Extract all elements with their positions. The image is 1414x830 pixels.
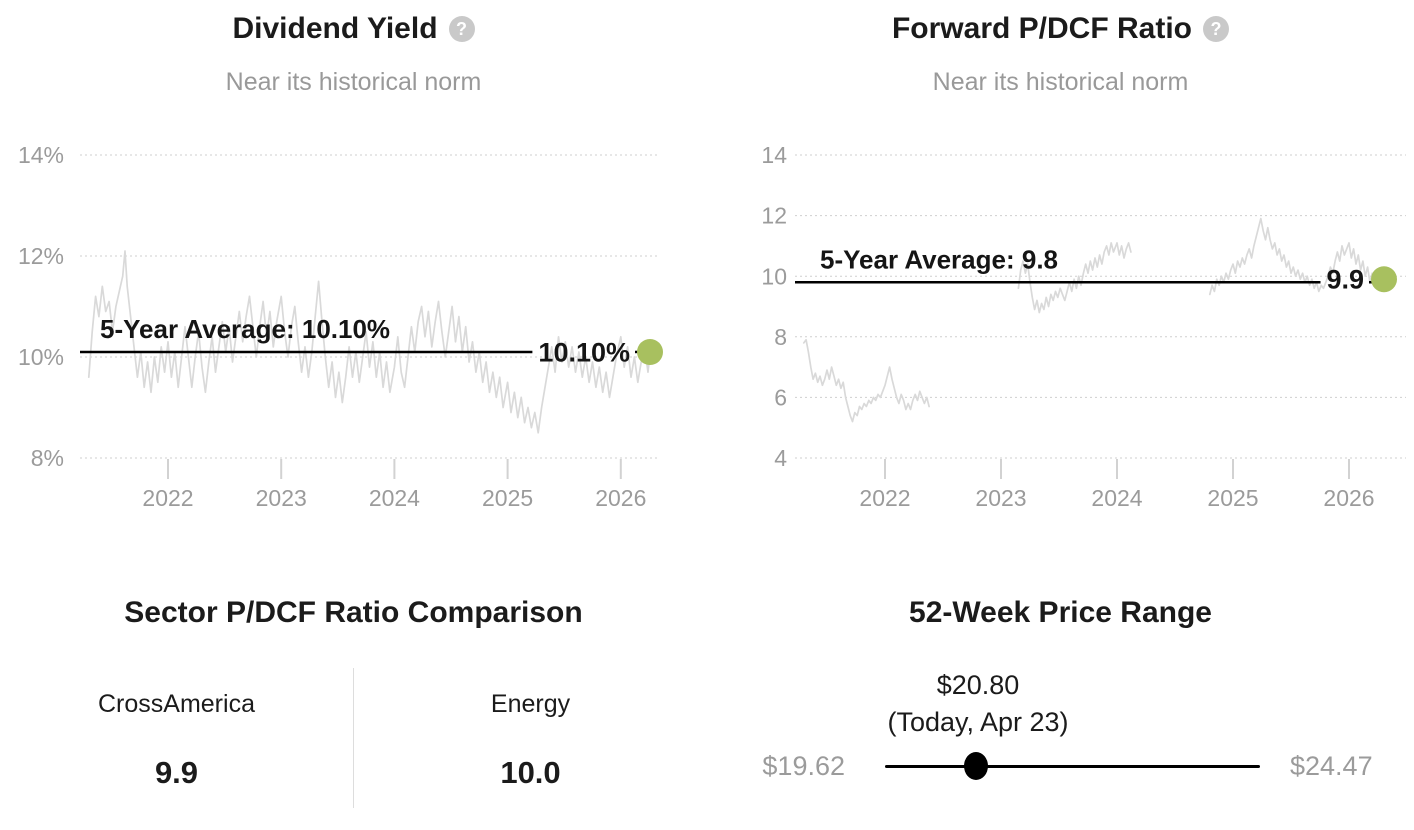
x-tick-label: 2025 bbox=[1207, 485, 1258, 511]
chart-title: Dividend Yield bbox=[232, 12, 438, 45]
x-tick-label: 2026 bbox=[595, 485, 646, 511]
sector-comparison-panel: Sector P/DCF Ratio Comparison CrossAmeri… bbox=[0, 560, 707, 830]
current-value-marker bbox=[1371, 266, 1397, 293]
x-tick-label: 2024 bbox=[369, 485, 420, 511]
dividend-yield-plot: 14% 12% 10% 8% 2022 2023 2024 2025 2026 10.10% 5-Y… bbox=[18, 142, 663, 511]
comparison-columns: CrossAmerica 9.9 Energy 10.0 bbox=[0, 668, 707, 808]
chart-subtitle: Near its historical norm bbox=[225, 68, 482, 96]
forward-pdcf-panel: Forward P/DCF Ratio ? Near its historica… bbox=[707, 0, 1414, 560]
y-tick-label: 10 bbox=[761, 263, 787, 289]
section-title: Sector P/DCF Ratio Comparison bbox=[124, 596, 583, 629]
x-tick-label: 2024 bbox=[1091, 485, 1142, 511]
current-value-marker bbox=[637, 339, 663, 365]
x-tick-label: 2025 bbox=[482, 485, 533, 511]
comparison-col-energy: Energy 10.0 bbox=[354, 668, 707, 808]
section-title: 52-Week Price Range bbox=[909, 596, 1212, 629]
series-line bbox=[1208, 217, 1385, 296]
price-range-track bbox=[885, 752, 1260, 780]
comparison-col-crossamerica: CrossAmerica 9.9 bbox=[0, 668, 353, 808]
series-line bbox=[1017, 242, 1132, 314]
series-line bbox=[802, 338, 930, 423]
comparison-label: CrossAmerica bbox=[98, 690, 255, 718]
x-tick-label: 2023 bbox=[256, 485, 307, 511]
price-range-panel: 52-Week Price Range $20.80 (Today, Apr 2… bbox=[707, 560, 1414, 830]
series-line bbox=[87, 250, 652, 434]
comparison-label: Energy bbox=[490, 690, 571, 718]
y-tick-label: 12% bbox=[18, 243, 64, 269]
y-tick-label: 4 bbox=[774, 445, 787, 471]
chart-header: Dividend Yield ? bbox=[0, 12, 707, 46]
chart-subtitle: Near its historical norm bbox=[932, 68, 1189, 96]
current-price-label: $20.80 bbox=[936, 670, 1020, 700]
current-value-label: 10.10% bbox=[538, 337, 630, 367]
chart-title: Forward P/DCF Ratio bbox=[891, 12, 1192, 45]
vertical-divider bbox=[353, 668, 354, 808]
help-icon[interactable]: ? bbox=[1203, 16, 1229, 42]
comparison-value: 10.0 bbox=[500, 755, 561, 790]
x-tick-label: 2026 bbox=[1323, 485, 1374, 511]
current-date-label: (Today, Apr 23) bbox=[887, 707, 1069, 737]
y-tick-label: 8 bbox=[774, 324, 787, 350]
range-low-label: $19.62 bbox=[762, 751, 845, 781]
range-high-label: $24.47 bbox=[1290, 751, 1373, 781]
y-tick-label: 14 bbox=[761, 142, 787, 168]
current-value-label: 9.9 bbox=[1326, 265, 1364, 295]
dividend-yield-panel: Dividend Yield ? Near its historical nor… bbox=[0, 0, 707, 560]
current-price-marker bbox=[964, 752, 989, 780]
average-line-label: 5-Year Average: 9.8 bbox=[820, 244, 1058, 274]
x-tick-label: 2022 bbox=[142, 485, 193, 511]
comparison-value: 9.9 bbox=[154, 755, 199, 790]
y-tick-label: 6 bbox=[774, 384, 787, 410]
y-tick-label: 8% bbox=[31, 445, 64, 471]
chart-header: Forward P/DCF Ratio ? bbox=[707, 12, 1414, 46]
average-line-label: 5-Year Average: 10.10% bbox=[100, 314, 390, 344]
y-tick-label: 14% bbox=[18, 142, 64, 168]
forward-pdcf-plot: 14 12 10 8 6 4 2022 2023 2024 2025 2026 9.9 5-Year A… bbox=[761, 142, 1406, 511]
x-tick-label: 2022 bbox=[859, 485, 910, 511]
x-tick-label: 2023 bbox=[975, 485, 1026, 511]
y-tick-label: 12 bbox=[761, 203, 787, 229]
help-icon[interactable]: ? bbox=[448, 16, 475, 42]
y-tick-label: 10% bbox=[18, 344, 64, 370]
